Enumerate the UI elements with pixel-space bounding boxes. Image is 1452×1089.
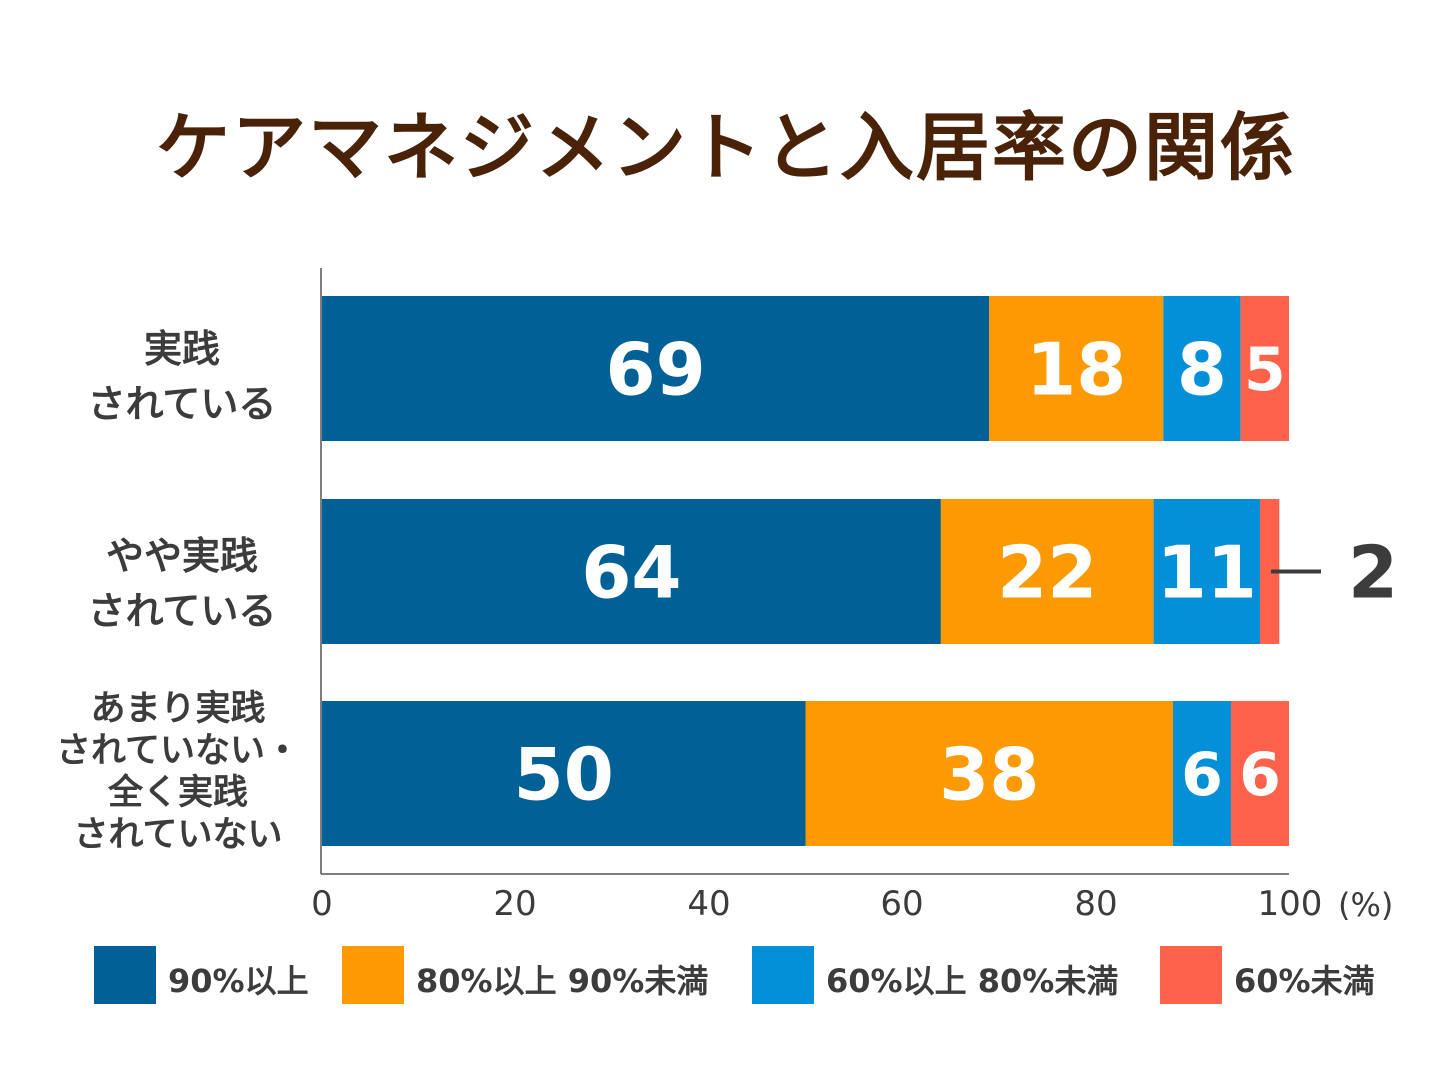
data-label: 6 bbox=[1181, 740, 1223, 810]
bar-segment bbox=[1259, 499, 1280, 644]
legend-swatch bbox=[1160, 946, 1222, 1004]
bar-segment bbox=[1230, 701, 1289, 846]
x-tick-label: 60 bbox=[880, 884, 924, 924]
x-axis-unit: (%) bbox=[1338, 886, 1394, 924]
data-label: 22 bbox=[997, 530, 1097, 614]
x-tick-label: 40 bbox=[687, 884, 731, 924]
legend-label: 60%以上 80%未満 bbox=[826, 962, 1119, 1000]
data-label: 6 bbox=[1239, 740, 1281, 810]
bar-segment bbox=[1240, 296, 1289, 441]
bar-segment bbox=[322, 296, 990, 441]
category-label: 実践 されている bbox=[87, 327, 277, 426]
chart-title: ケアマネジメントと入居率の関係 bbox=[156, 105, 1296, 191]
bar-segment bbox=[940, 499, 1154, 644]
legend-swatch bbox=[342, 946, 404, 1004]
bar-segment bbox=[322, 701, 806, 846]
bar-segment bbox=[989, 296, 1164, 441]
data-label: 64 bbox=[581, 530, 681, 614]
data-label: 2 bbox=[1348, 531, 1398, 615]
data-label: 8 bbox=[1177, 327, 1227, 411]
data-label: 5 bbox=[1244, 335, 1286, 405]
bar-segment bbox=[1172, 701, 1231, 846]
x-tick-label: 80 bbox=[1074, 884, 1118, 924]
bar-segment bbox=[1163, 296, 1241, 441]
x-tick-label: 100 bbox=[1257, 884, 1323, 924]
x-tick-label: 0 bbox=[311, 884, 333, 924]
data-label: 38 bbox=[939, 732, 1039, 816]
data-label: 50 bbox=[514, 732, 614, 816]
legend-label: 60%未満 bbox=[1234, 962, 1375, 1000]
data-label: 11 bbox=[1157, 530, 1257, 614]
data-label: 18 bbox=[1026, 327, 1126, 411]
bar-segment bbox=[1153, 499, 1260, 644]
x-tick-label: 20 bbox=[493, 884, 537, 924]
bar-segment bbox=[805, 701, 1173, 846]
data-label: 69 bbox=[606, 327, 706, 411]
legend-swatch bbox=[752, 946, 814, 1004]
bar-segment bbox=[322, 499, 941, 644]
category-label: あまり実践 されていない・ 全く実践 されていない bbox=[56, 689, 300, 855]
legend-swatch bbox=[94, 946, 156, 1004]
legend-label: 80%以上 90%未満 bbox=[416, 962, 709, 1000]
category-label: やや実践 されている bbox=[87, 534, 277, 633]
legend-label: 90%以上 bbox=[168, 962, 309, 1000]
